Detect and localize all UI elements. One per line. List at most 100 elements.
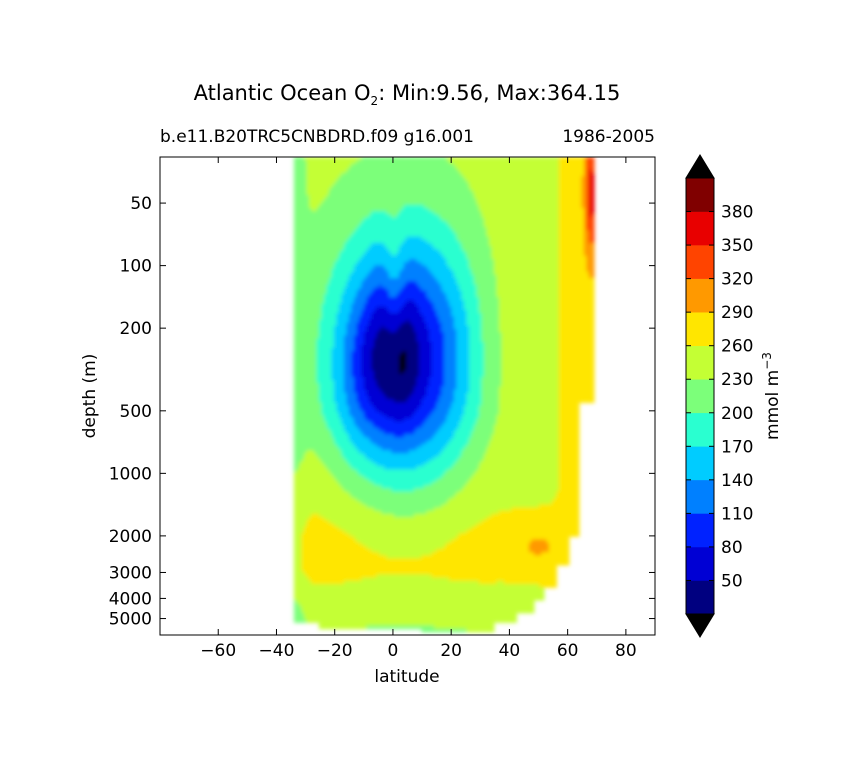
field-cell <box>526 217 530 222</box>
field-cell <box>498 185 502 190</box>
field-cell <box>498 176 502 180</box>
field-cell <box>296 217 300 222</box>
field-cell <box>438 243 442 247</box>
field-cell <box>353 166 358 171</box>
field-cell <box>498 166 502 171</box>
field-cell <box>338 217 343 222</box>
field-cell <box>378 227 383 231</box>
field-cell <box>548 230 552 235</box>
field-cell <box>541 223 545 228</box>
field-cell <box>481 220 485 225</box>
field-cell <box>511 188 515 193</box>
field-cell <box>296 230 300 235</box>
field-cell <box>463 176 467 180</box>
field-cell <box>591 201 595 206</box>
field-cell <box>323 188 328 193</box>
field-cell <box>376 195 380 200</box>
field-cell <box>438 179 442 184</box>
field-cell <box>536 214 540 219</box>
field-cell <box>373 179 378 184</box>
field-cell <box>471 195 475 200</box>
field-cell <box>351 201 355 206</box>
field-cell <box>496 239 500 244</box>
field-cell <box>423 176 427 180</box>
field-cell <box>356 227 360 231</box>
field-cell <box>568 201 572 206</box>
field-cell <box>316 239 320 244</box>
field-cell <box>556 179 560 184</box>
field-cell <box>376 163 380 168</box>
field-cell <box>308 220 313 225</box>
field-cell <box>408 163 413 168</box>
field-cell <box>391 243 395 247</box>
field-cell <box>541 185 545 190</box>
field-cell <box>433 233 437 238</box>
field-cell <box>461 160 465 164</box>
field-cell <box>493 160 497 164</box>
field-cell <box>503 230 507 235</box>
field-cell <box>471 169 475 174</box>
field-cell <box>458 236 462 241</box>
field-cell <box>538 223 542 228</box>
field-cell <box>548 163 552 168</box>
field-cell <box>583 179 587 184</box>
field-cell <box>383 239 388 244</box>
field-cell <box>588 236 592 241</box>
field-cell <box>571 176 575 180</box>
field-cell <box>516 236 520 241</box>
field-cell <box>296 243 300 247</box>
field-cell <box>321 227 325 231</box>
field-cell <box>418 214 422 219</box>
field-cell <box>301 230 305 235</box>
field-cell <box>298 188 303 193</box>
field-cell <box>466 198 470 203</box>
field-cell <box>396 163 400 168</box>
field-cell <box>343 166 348 171</box>
field-cell <box>531 169 535 174</box>
field-cell <box>393 160 398 164</box>
field-cell <box>398 195 403 200</box>
field-cell <box>511 214 515 219</box>
field-cell <box>518 217 522 222</box>
field-cell <box>323 239 328 244</box>
field-cell <box>363 198 368 203</box>
field-cell <box>371 198 375 203</box>
field-cell <box>353 179 358 184</box>
field-cell <box>518 163 522 168</box>
field-cell <box>561 157 565 161</box>
field-cell <box>351 188 355 193</box>
field-cell <box>393 233 398 238</box>
field-cell <box>526 182 530 187</box>
field-cell <box>518 220 522 225</box>
field-cell <box>438 166 442 171</box>
field-cell <box>533 160 537 164</box>
field-cell <box>488 223 492 228</box>
field-cell <box>443 172 447 177</box>
field-cell <box>456 192 460 196</box>
field-cell <box>351 198 355 203</box>
field-cell <box>456 230 460 235</box>
field-cell <box>306 157 310 161</box>
field-cell <box>543 169 547 174</box>
field-cell <box>503 220 507 225</box>
field-cell <box>396 233 400 238</box>
field-cell <box>301 223 305 228</box>
field-cell <box>423 236 427 241</box>
field-cell <box>293 220 298 225</box>
field-cell <box>363 182 368 187</box>
field-cell <box>426 166 430 171</box>
field-cell <box>516 172 520 177</box>
field-cell <box>328 157 333 161</box>
field-cell <box>336 172 340 177</box>
field-cell <box>378 169 383 174</box>
field-cell <box>453 166 457 171</box>
field-cell <box>296 172 300 177</box>
field-cell <box>516 201 520 206</box>
field-cell <box>506 160 510 164</box>
field-cell <box>566 182 570 187</box>
field-cell <box>348 166 353 171</box>
field-cell <box>298 160 303 164</box>
field-cell <box>361 198 365 203</box>
field-cell <box>443 239 447 244</box>
field-cell <box>321 188 325 193</box>
